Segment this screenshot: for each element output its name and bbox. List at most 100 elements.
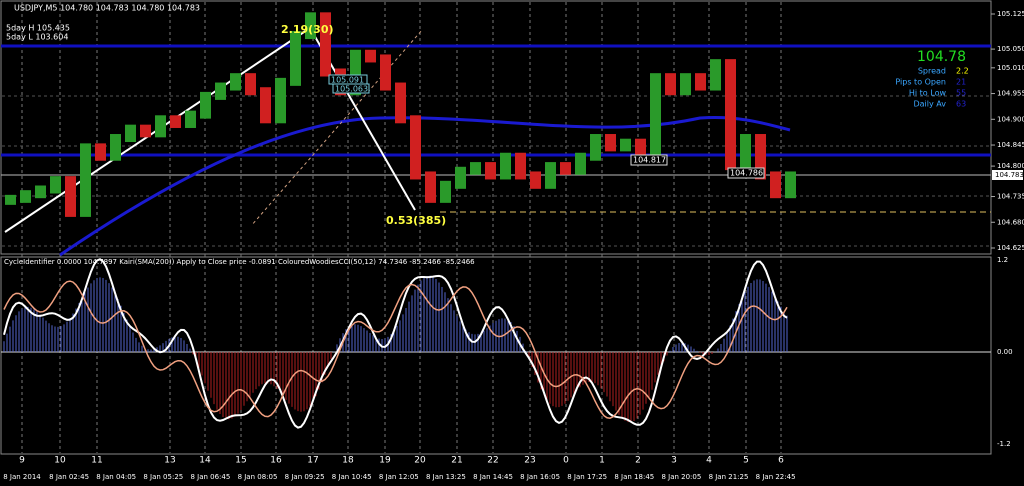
hour-label: 20 [414, 456, 426, 466]
indicator-pane [0, 256, 992, 455]
price-label: 104.955 [997, 90, 1024, 98]
hour-label: 5 [743, 456, 749, 466]
date-label: 8 Jan 13:25 [426, 473, 466, 481]
price-label: 105.010 [997, 64, 1024, 72]
daily-label: Daily Av [913, 100, 946, 109]
indicator-drawing [3, 258, 788, 429]
price-bar [365, 49, 376, 63]
current-price: 104.783 [995, 171, 1024, 179]
hilo-value: 55 [956, 89, 966, 98]
hour-label: 14 [199, 456, 211, 466]
price-bar [530, 171, 541, 189]
indicator-label: 0.00 [997, 348, 1013, 356]
price-label: 104.845 [997, 141, 1024, 149]
box-d [727, 167, 765, 179]
info-price: 104.78 [917, 49, 966, 65]
price-bar [695, 73, 706, 91]
hour-label: 11 [91, 456, 102, 466]
hour-label: 19 [379, 456, 391, 466]
price-bar [110, 134, 121, 161]
price-bar [650, 73, 661, 157]
hour-label: 6 [778, 456, 784, 466]
price-bar [65, 176, 76, 217]
box-c-text: 104.817 [633, 156, 666, 165]
price-bar [680, 73, 691, 96]
price-bar [200, 91, 211, 119]
hour-label: 0 [563, 456, 569, 466]
price-bar [635, 138, 646, 157]
price-bar [665, 73, 676, 96]
price-label: 104.625 [997, 244, 1024, 252]
price-bar [275, 77, 286, 124]
indicator-label: -1.2 [997, 440, 1011, 448]
indicator-header: CycleIdentifier 0.0000 104.7897 Kairi(SM… [4, 258, 475, 266]
price-bar [185, 110, 196, 128]
price-bar [320, 12, 331, 77]
price-bar [725, 59, 736, 171]
price-label: 104.900 [997, 115, 1024, 123]
date-label: 8 Jan 18:45 [614, 473, 654, 481]
price-bar [350, 49, 361, 96]
day-low: 5day L 103.604 [6, 33, 68, 42]
price-bar [515, 152, 526, 180]
box-c [630, 154, 668, 166]
date-label: 8 Jan 04:05 [96, 473, 136, 481]
symbol-line: USDJPY,M5 104.780 104.783 104.780 104.78… [14, 4, 200, 13]
price-bar [50, 176, 61, 194]
hour-label: 4 [706, 456, 712, 466]
price-bar [620, 138, 631, 152]
price-bar [380, 54, 391, 91]
hilo-label: Hi to Low [909, 89, 947, 98]
price-bar [785, 171, 796, 199]
price-bar [425, 171, 436, 203]
price-bar [140, 124, 151, 138]
price-bar [80, 143, 91, 217]
hour-label: 18 [342, 456, 354, 466]
price-bar [470, 162, 481, 175]
hour-label: 9 [19, 456, 25, 466]
price-bar [710, 59, 721, 91]
hour-label: 1 [599, 456, 605, 466]
price-bar [155, 115, 166, 138]
price-label: 105.050 [997, 45, 1024, 53]
day-high: 5day H 105.435 [6, 24, 70, 33]
date-label: 8 Jan 16:05 [520, 473, 560, 481]
date-label: 8 Jan 06:45 [190, 473, 230, 481]
price-bar [485, 162, 496, 180]
price-bar [95, 143, 106, 161]
price-bar [35, 185, 46, 199]
price-bar [575, 152, 586, 175]
price-bar [125, 124, 136, 143]
date-label: 8 Jan 09:25 [285, 473, 325, 481]
price-bar [260, 87, 271, 124]
swing-high: 2.19(30) [281, 23, 334, 36]
main-pane [0, 0, 992, 255]
date-label: 8 Jan 22:45 [756, 473, 796, 481]
daily-value: 63 [956, 100, 966, 109]
box-d-text: 104.786 [730, 169, 763, 178]
price-bar [305, 12, 316, 40]
price-bar [230, 73, 241, 91]
hour-label: 15 [235, 456, 246, 466]
date-label: 8 Jan 02:45 [49, 473, 89, 481]
box-b-text: 105.063 [335, 85, 368, 94]
hour-label: 3 [671, 456, 677, 466]
date-label: 8 Jan 21:25 [709, 473, 749, 481]
hour-label: 13 [164, 456, 175, 466]
date-label: 8 Jan 10:45 [332, 473, 372, 481]
date-label: 8 Jan 14:45 [473, 473, 513, 481]
price-bar [605, 134, 616, 152]
date-label: 8 Jan 2014 [3, 473, 41, 481]
hour-label: 22 [487, 456, 498, 466]
price-bar [590, 134, 601, 161]
hour-label: 16 [270, 456, 282, 466]
swing-low: 0.53(385) [386, 214, 446, 227]
kairi-line [3, 280, 788, 419]
box-a-text: 105.091 [331, 76, 364, 85]
box-b [332, 83, 370, 94]
price-label: 104.800 [997, 162, 1024, 170]
price-label: 105.125 [997, 10, 1024, 18]
price-label: 104.735 [997, 193, 1024, 201]
